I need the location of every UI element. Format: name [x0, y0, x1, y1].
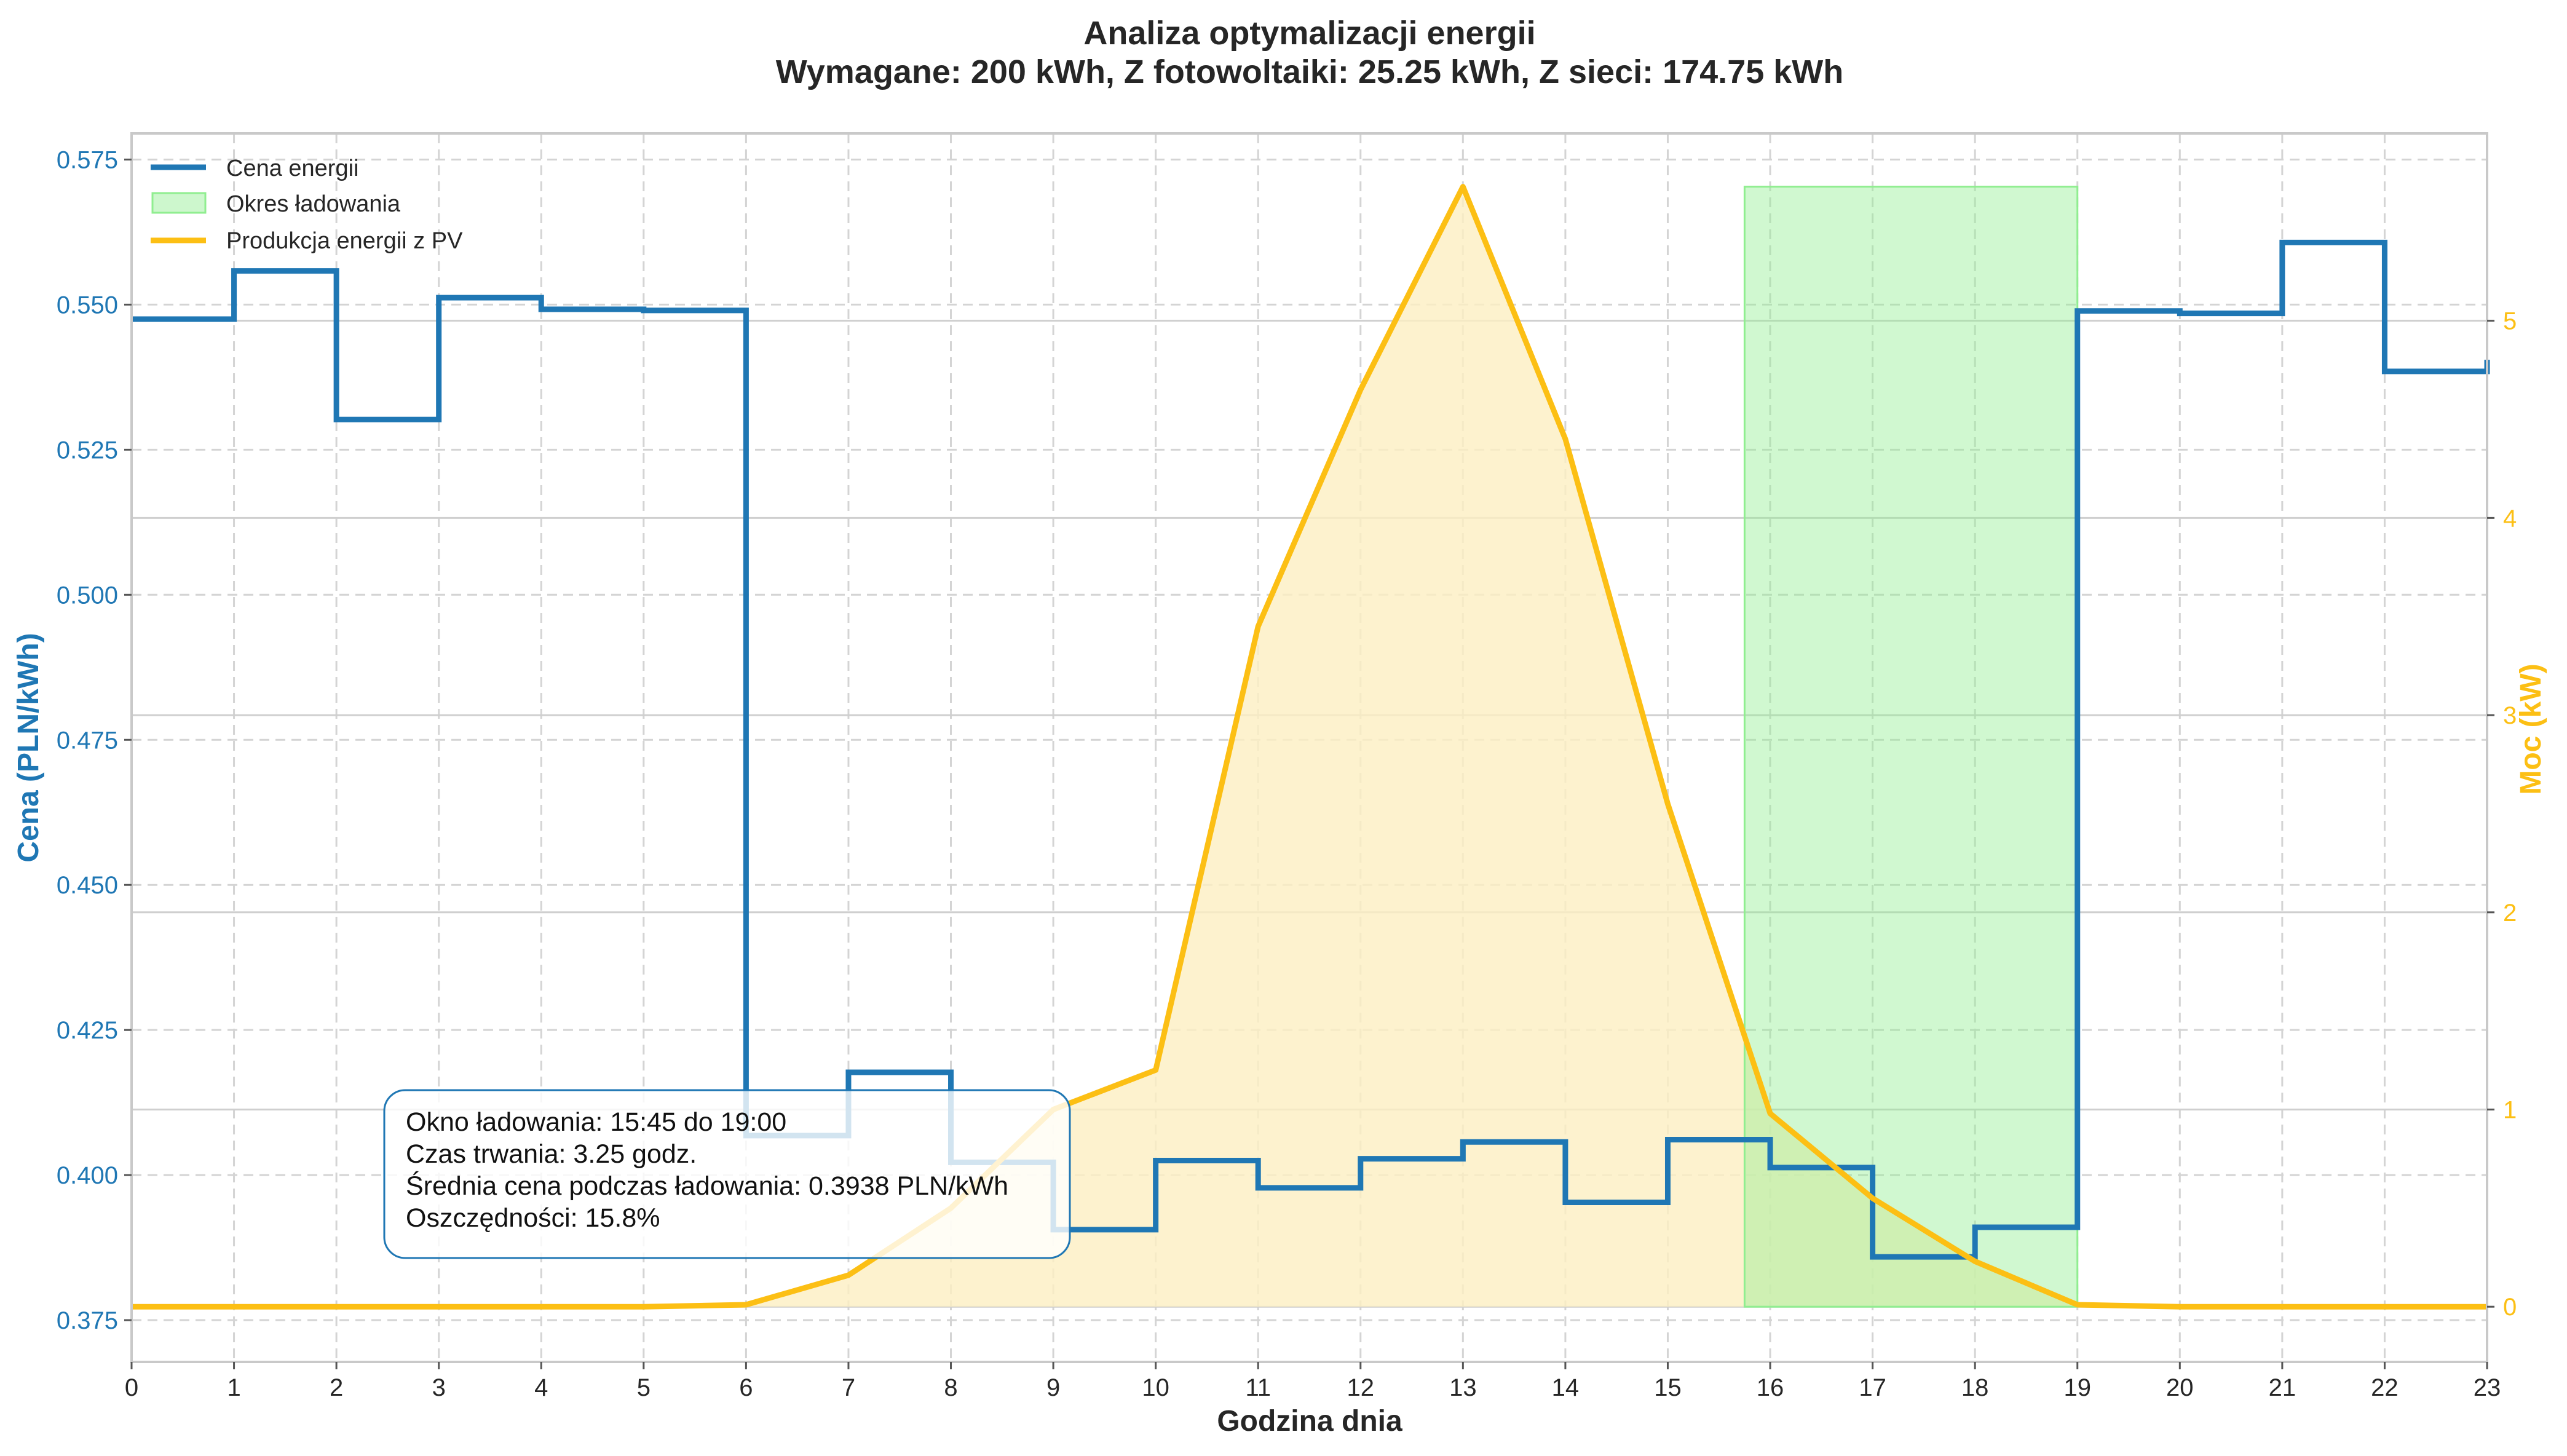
x-tick-label: 3 [432, 1374, 446, 1401]
pv-production-area [132, 186, 2487, 1307]
legend-swatch-charging [151, 192, 207, 214]
x-tick-label: 6 [739, 1374, 753, 1401]
x-tick-label: 20 [2166, 1374, 2194, 1401]
y-left-tick-label: 0.425 [57, 1017, 118, 1044]
y-left-tick-label: 0.375 [57, 1307, 118, 1334]
x-tick-label: 4 [534, 1374, 548, 1401]
x-tick-label: 18 [1961, 1374, 1989, 1401]
y-axis-right-label: Moc (kW) [2515, 663, 2547, 794]
x-tick-label: 15 [1654, 1374, 1682, 1401]
x-tick-label: 23 [2474, 1374, 2501, 1401]
x-tick-label: 16 [1757, 1374, 1784, 1401]
x-tick-label: 5 [637, 1374, 651, 1401]
x-tick-label: 22 [2371, 1374, 2399, 1401]
x-tick-label: 17 [1859, 1374, 1886, 1401]
charging-window-text: Okno ładowania: 15:45 do 19:00 [406, 1107, 786, 1137]
y-left-tick-label: 0.550 [57, 291, 118, 318]
legend-label-pv: Produkcja energii z PV [226, 228, 463, 254]
y-right-tick-label: 5 [2503, 308, 2517, 335]
x-tick-label: 11 [1245, 1374, 1271, 1401]
x-tick-label: 0 [125, 1374, 138, 1401]
chart-title: Analiza optymalizacji energii [1083, 15, 1535, 52]
x-tick-label: 1 [227, 1374, 240, 1401]
charging-info-box-frame [383, 1089, 1071, 1259]
y-left-tick-label: 0.475 [57, 727, 118, 754]
charging-duration-text: Czas trwania: 3.25 godz. [406, 1139, 697, 1169]
series-layer [132, 184, 2490, 1310]
y-right-tick-label: 0 [2503, 1294, 2517, 1321]
legend: Cena energii Okres ładowania Produkcja e… [151, 156, 463, 254]
y-right-tick-label: 4 [2503, 505, 2517, 532]
x-axis-label: Godzina dnia [1217, 1405, 1402, 1438]
legend-label-charging: Okres ładowania [226, 191, 401, 217]
y-right-tick-label: 2 [2503, 900, 2517, 927]
y-axis-left-label: Cena (PLN/kWh) [12, 633, 45, 862]
x-tick-label: 14 [1552, 1374, 1580, 1401]
price-step-line [132, 239, 2490, 1260]
charging-avg-price-text: Średnia cena podczas ładowania: 0.3938 P… [406, 1171, 1008, 1201]
charging-savings-text: Oszczędności: 15.8% [406, 1203, 660, 1233]
x-tick-label: 19 [2063, 1374, 2091, 1401]
plot-frame [130, 132, 2488, 1363]
x-tick-label: 12 [1347, 1374, 1375, 1401]
y-left-tick-label: 0.450 [57, 872, 118, 899]
x-tick-label: 8 [944, 1374, 957, 1401]
y-right-tick-label: 1 [2503, 1096, 2517, 1123]
x-tick-label: 9 [1046, 1374, 1060, 1401]
x-tick-label: 2 [330, 1374, 343, 1401]
y-left-tick-label: 0.575 [57, 146, 118, 173]
legend-label-price: Cena energii [226, 156, 358, 181]
charging-window-band [1743, 186, 2079, 1308]
x-tick-label: 10 [1142, 1374, 1169, 1401]
y-right-tick-label: 3 [2503, 702, 2517, 729]
y-left-tick-label: 0.525 [57, 437, 118, 464]
x-tick-label: 7 [842, 1374, 855, 1401]
y-left-tick-label: 0.500 [57, 582, 118, 609]
y-left-tick-label: 0.400 [57, 1162, 118, 1189]
x-tick-label: 21 [2269, 1374, 2296, 1401]
x-tick-label: 13 [1449, 1374, 1477, 1401]
chart-subtitle: Wymagane: 200 kWh, Z fotowoltaiki: 25.25… [776, 53, 1844, 90]
charging-info-box: Okno ładowania: 15:45 do 19:00 Czas trwa… [383, 1089, 1071, 1259]
fill-layer [132, 186, 2487, 1308]
pv-production-line [132, 184, 2487, 1310]
tick-labels: 0 1 2 3 4 5 6 7 8 9 10 11 12 13 14 15 16 17 18 19 20 21 22 230.… [57, 146, 2517, 1401]
